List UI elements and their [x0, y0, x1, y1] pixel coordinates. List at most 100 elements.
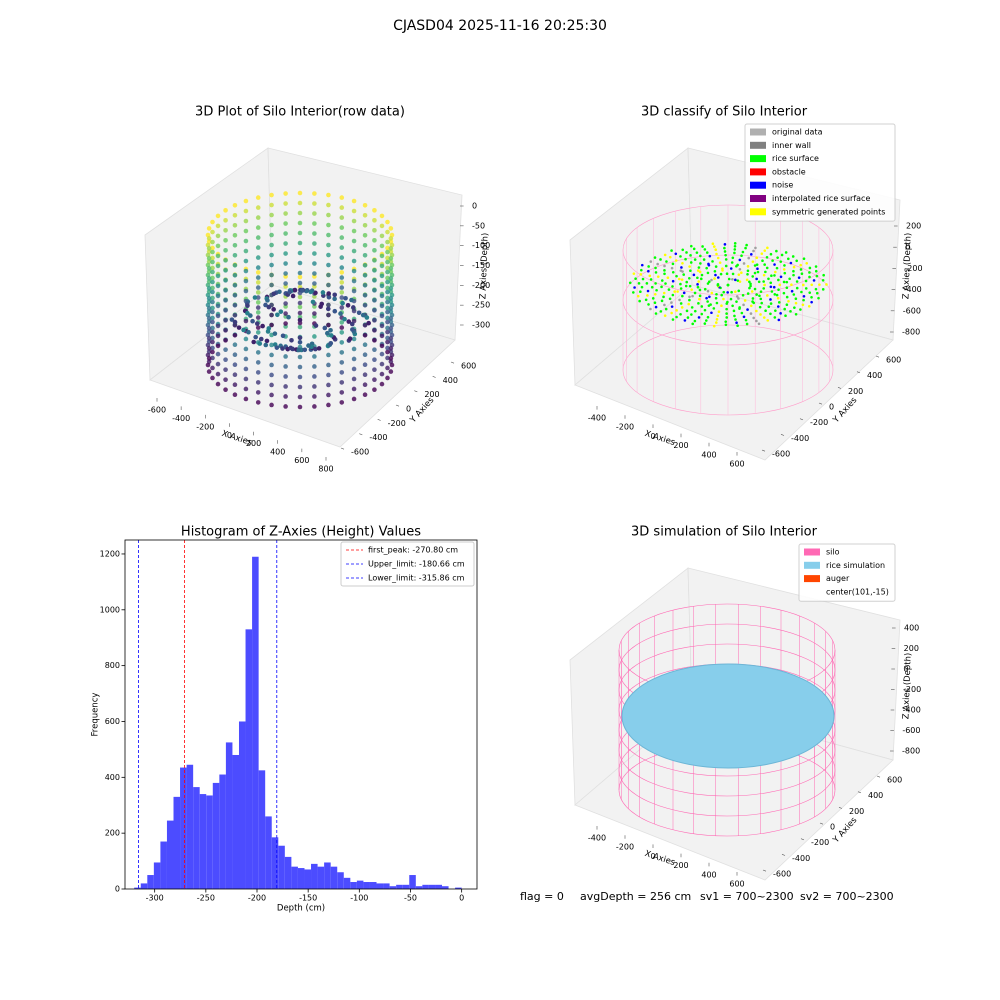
point-decor: [316, 346, 322, 351]
point-decor: [385, 295, 390, 301]
point-decor: [339, 295, 345, 300]
point-decor: [297, 294, 303, 300]
point-decor: [206, 276, 212, 281]
z-tick-label: -400: [903, 706, 921, 715]
point-decor: [326, 202, 331, 208]
point-decor: [385, 285, 390, 291]
legend-swatch: [750, 195, 766, 202]
tick-mark: [837, 387, 842, 389]
point-decor: [698, 294, 702, 298]
point-decor: [693, 258, 697, 261]
point-decor: [808, 291, 812, 294]
point-decor: [215, 351, 221, 357]
bar: [258, 770, 266, 889]
point-decor: [765, 255, 769, 259]
x-tick-label: -300: [146, 894, 164, 903]
point-decor: [751, 260, 755, 263]
point-decor: [713, 277, 716, 280]
point-decor: [215, 323, 221, 329]
point-decor: [362, 382, 368, 387]
point-decor: [675, 315, 678, 319]
point-decor: [763, 263, 766, 266]
point-decor: [232, 382, 238, 387]
point-decor: [771, 259, 774, 262]
point-decor: [339, 195, 345, 200]
point-decor: [689, 269, 692, 273]
point-decor: [385, 355, 390, 361]
point-decor: [792, 269, 795, 273]
point-decor: [232, 223, 238, 228]
point-decor: [297, 240, 303, 246]
point-decor: [349, 321, 355, 327]
bar: [389, 886, 397, 889]
bar: [455, 887, 462, 889]
point-decor: [379, 303, 385, 309]
point-decor: [750, 290, 754, 293]
point-decor: [385, 329, 390, 335]
point-decor: [255, 370, 261, 375]
point-decor: [730, 261, 734, 264]
point-decor: [206, 326, 212, 331]
point-decor: [372, 357, 377, 362]
x-tick-label: 0: [650, 432, 655, 441]
point-decor: [223, 218, 228, 223]
point-decor: [297, 250, 303, 256]
point-decor: [754, 246, 757, 250]
point-decor: [322, 325, 328, 331]
point-decor: [379, 381, 385, 387]
point-decor: [206, 266, 212, 271]
point-decor: [690, 288, 693, 291]
point-decor: [339, 235, 345, 240]
bar: [153, 862, 161, 889]
point-decor: [639, 290, 642, 294]
point-decor: [312, 334, 317, 339]
point-decor: [682, 291, 686, 295]
point-decor: [751, 300, 754, 303]
point-decor: [696, 285, 700, 289]
point-decor: [255, 380, 261, 385]
point-decor: [773, 263, 776, 266]
point-decor: [647, 265, 650, 268]
point-decor: [379, 313, 385, 319]
y-tick-label: 400: [443, 376, 458, 385]
point-decor: [388, 286, 394, 291]
point-decor: [269, 392, 274, 398]
point-decor: [255, 360, 261, 365]
point-decor: [372, 218, 377, 223]
point-decor: [769, 302, 773, 305]
point-decor: [759, 290, 763, 293]
bar: [383, 883, 390, 889]
tick-mark: [800, 838, 805, 841]
point-decor: [385, 255, 390, 261]
point-decor: [243, 218, 249, 224]
point-decor: [385, 275, 390, 281]
point-decor: [215, 243, 221, 249]
point-decor: [714, 265, 718, 268]
point-decor: [732, 309, 736, 313]
point-decor: [790, 283, 793, 286]
point-decor: [372, 318, 377, 323]
point-decor: [255, 295, 261, 300]
point-decor: [665, 260, 668, 263]
point-decor: [385, 375, 390, 381]
x-tick-label: -50: [404, 894, 417, 903]
x-tick-label: 600: [729, 880, 744, 889]
point-decor: [297, 384, 303, 390]
point-decor: [372, 228, 377, 233]
x-tick-label: -400: [588, 414, 606, 423]
point-decor: [681, 294, 684, 298]
point-decor: [385, 289, 390, 295]
bar: [284, 856, 292, 889]
point-decor: [733, 244, 737, 248]
point-decor: [312, 201, 317, 206]
point-decor: [232, 333, 238, 338]
point-decor: [312, 221, 317, 226]
point-decor: [379, 273, 385, 279]
x-tick-label: -600: [148, 406, 166, 415]
point-decor: [783, 271, 787, 275]
point-decor: [332, 308, 338, 314]
point-decor: [385, 249, 390, 255]
point-decor: [339, 320, 345, 325]
point-decor: [670, 301, 673, 304]
point-decor: [283, 191, 288, 196]
